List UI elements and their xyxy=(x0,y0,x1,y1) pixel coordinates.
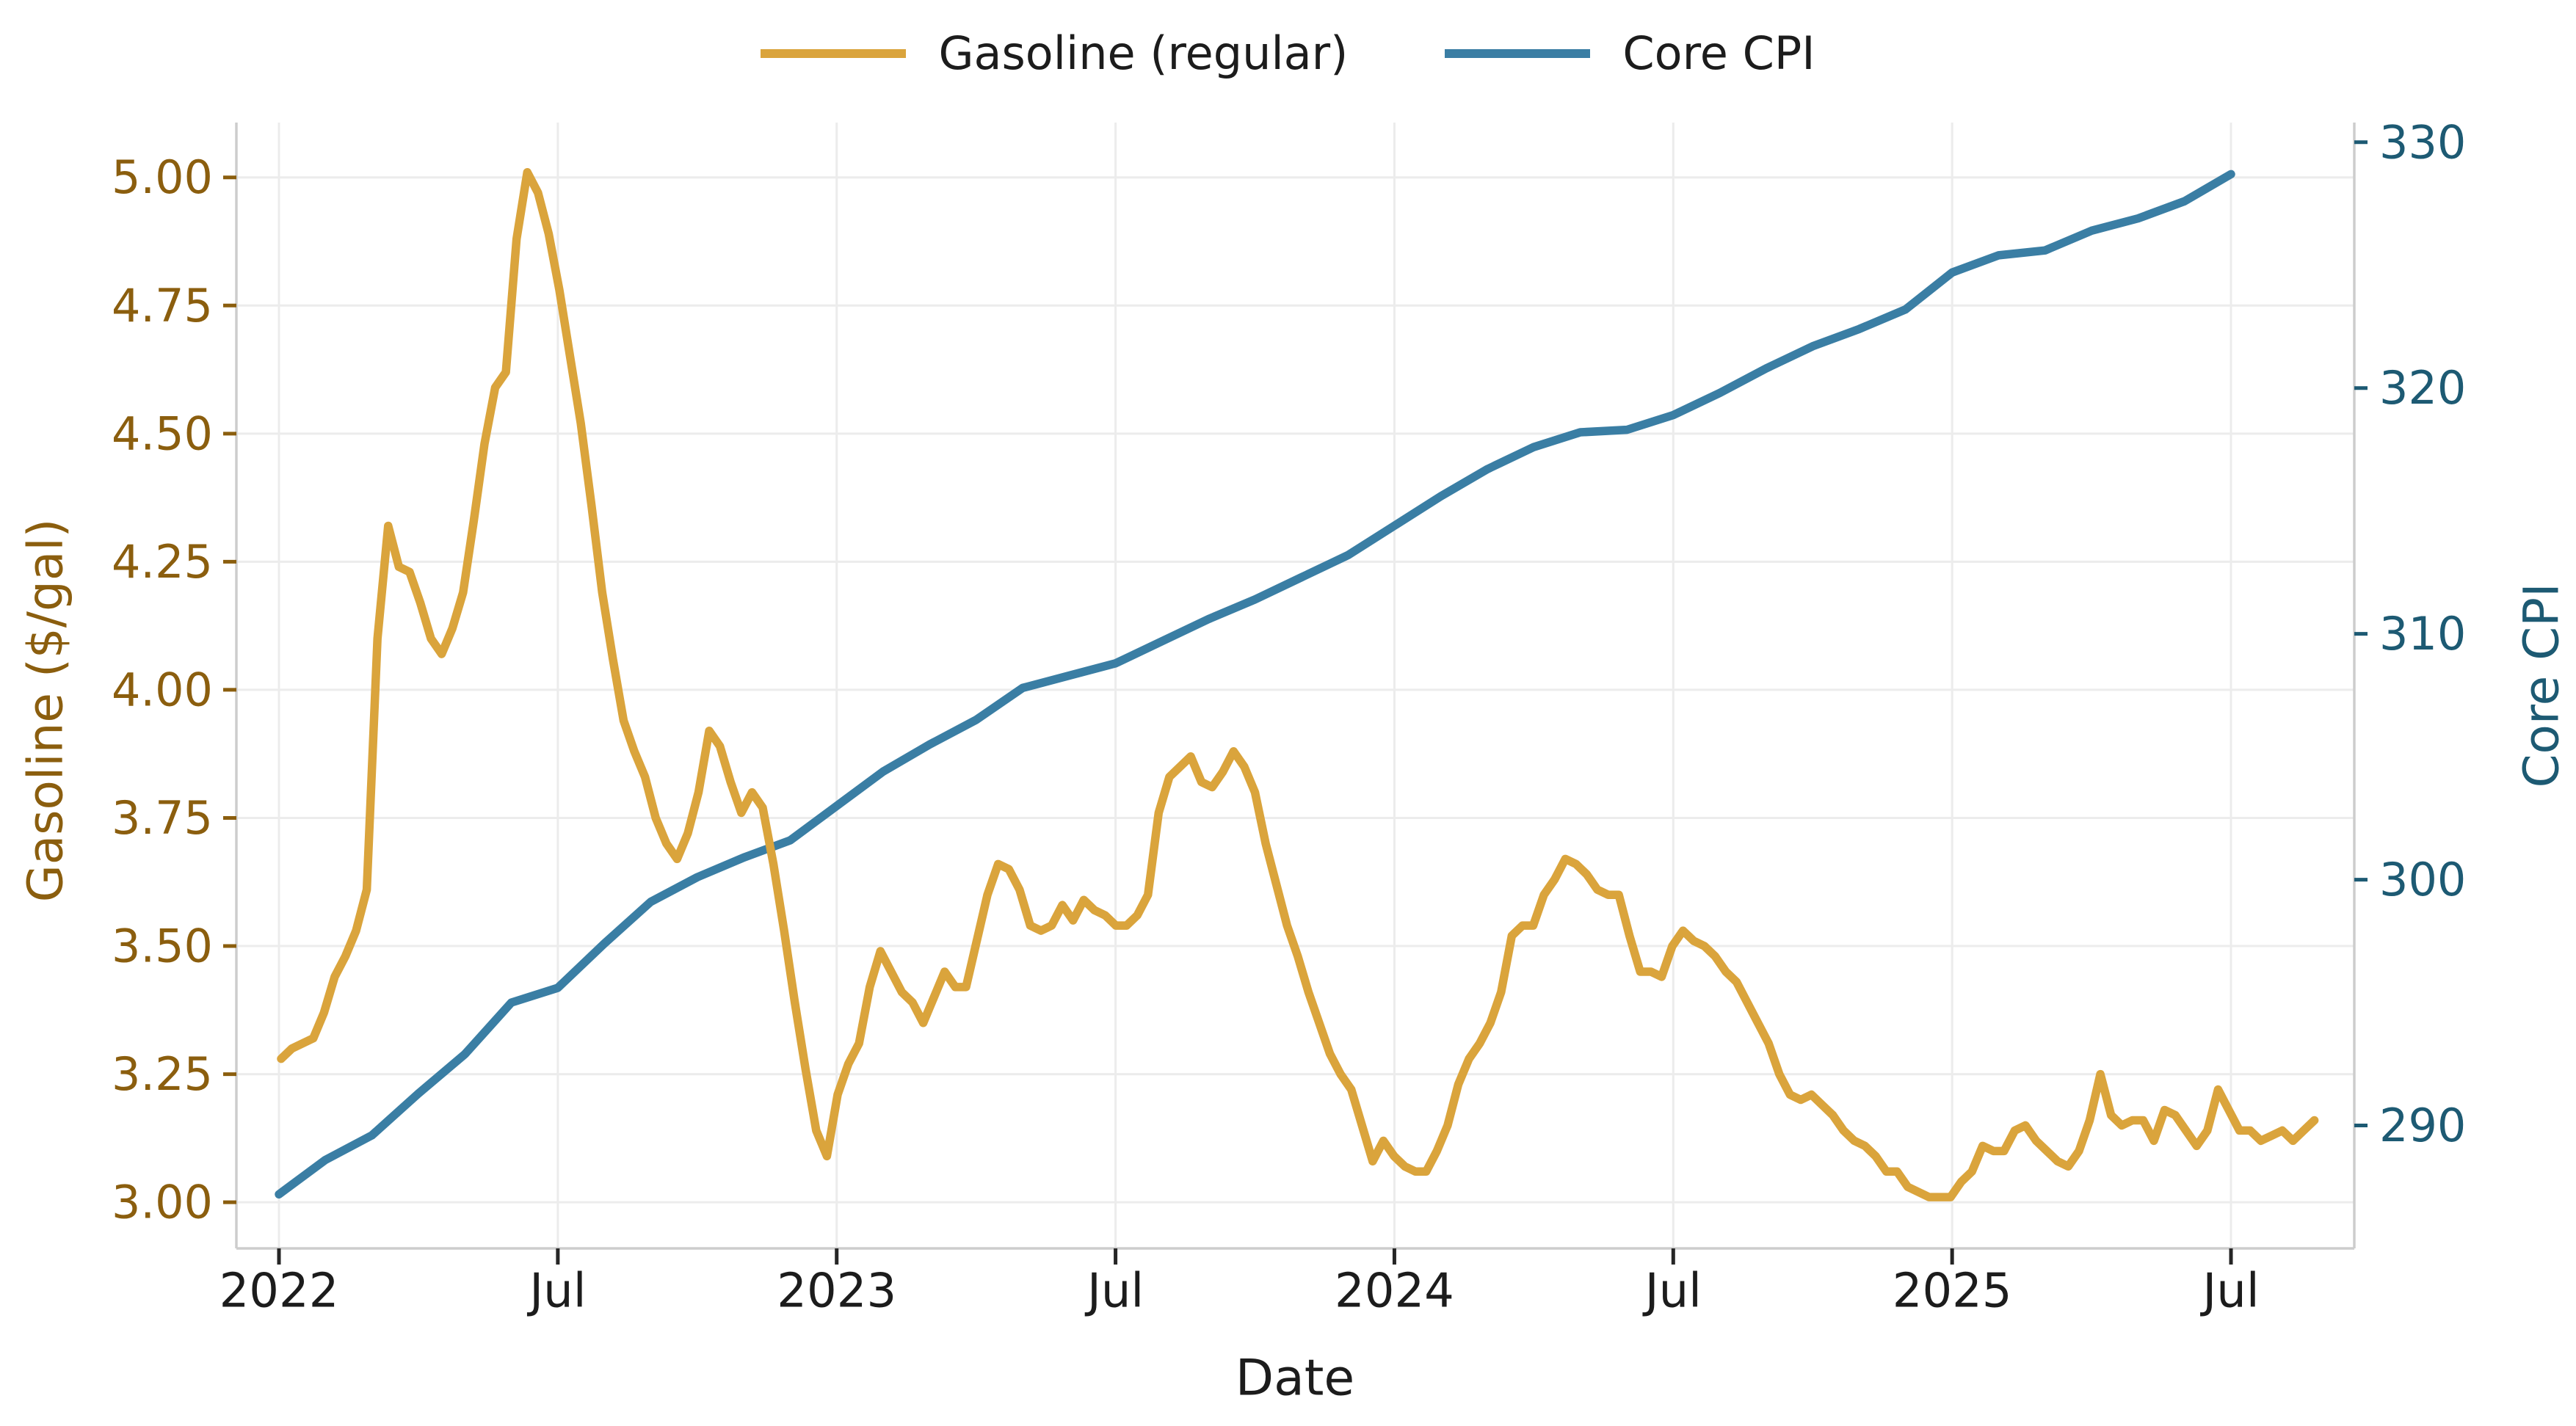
date-tick-label: 2023 xyxy=(777,1264,896,1318)
date-tick-label: Jul xyxy=(526,1264,586,1318)
gasoline-tick-label: 3.25 xyxy=(112,1047,213,1101)
gasoline-tick-label: 3.75 xyxy=(112,791,213,845)
core-cpi-line xyxy=(275,170,2235,1199)
gasoline-tick-label: 5.00 xyxy=(112,150,213,204)
gasoline-line-swatch xyxy=(761,48,907,58)
gasoline-tick-label: 3.50 xyxy=(112,920,213,973)
date-tick-label: Jul xyxy=(1642,1264,1702,1318)
core-cpi-legend-label: Core CPI xyxy=(1622,26,1815,80)
core-cpi-tick-label: 330 xyxy=(2379,115,2466,169)
x-axis-title: Date xyxy=(1235,1349,1355,1408)
gasoline-tick-label: 4.25 xyxy=(112,535,213,589)
legend-item-gasoline: Gasoline (regular) xyxy=(761,26,1348,80)
date-tick-label: 2022 xyxy=(219,1264,339,1318)
legend: Gasoline (regular) Core CPI xyxy=(0,26,2576,80)
core-cpi-tick-label: 290 xyxy=(2379,1099,2466,1152)
gasoline-legend-label: Gasoline (regular) xyxy=(938,26,1349,80)
gasoline-tick-label: 4.75 xyxy=(112,279,213,332)
core-cpi-tick-label: 300 xyxy=(2379,853,2466,906)
left-axis-title: Gasoline ($/gal) xyxy=(17,518,74,903)
core-cpi-tick-label: 310 xyxy=(2379,607,2466,661)
gasoline-tick-label: 3.00 xyxy=(112,1176,213,1229)
gasoline-tick-label: 4.00 xyxy=(112,663,213,716)
gasoline-tick-label: 4.50 xyxy=(112,407,213,460)
core-cpi-line-swatch xyxy=(1445,48,1591,58)
gasoline-line xyxy=(277,167,2319,1201)
date-tick-label: 2025 xyxy=(1893,1264,2012,1318)
core-cpi-tick-label: 320 xyxy=(2379,361,2466,415)
legend-item-core-cpi: Core CPI xyxy=(1445,26,1815,80)
date-tick-label: Jul xyxy=(2199,1264,2259,1318)
date-tick-label: Jul xyxy=(1084,1264,1144,1318)
right-axis-title: Core CPI xyxy=(2513,583,2570,788)
date-tick-label: 2024 xyxy=(1335,1264,1454,1318)
